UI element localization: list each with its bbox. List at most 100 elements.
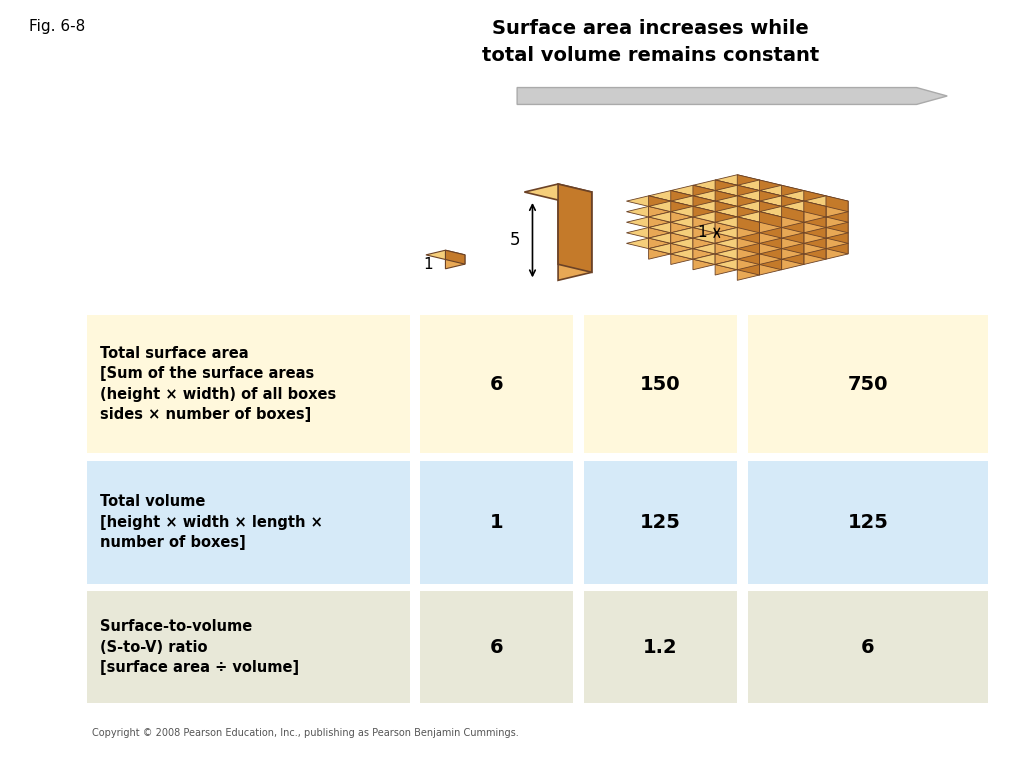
Polygon shape xyxy=(693,254,715,270)
Polygon shape xyxy=(737,238,760,254)
Polygon shape xyxy=(804,233,826,249)
Polygon shape xyxy=(715,207,760,217)
Polygon shape xyxy=(671,196,715,207)
Polygon shape xyxy=(558,184,592,273)
Polygon shape xyxy=(715,190,737,207)
Polygon shape xyxy=(760,201,781,217)
Polygon shape xyxy=(781,212,804,227)
Polygon shape xyxy=(715,201,737,217)
Polygon shape xyxy=(826,217,848,233)
Polygon shape xyxy=(693,222,715,238)
Text: Total volume
[height × width × length ×
number of boxes]: Total volume [height × width × length × … xyxy=(100,495,324,550)
Polygon shape xyxy=(760,238,781,254)
Polygon shape xyxy=(781,227,804,243)
Text: 1: 1 xyxy=(424,257,433,272)
Polygon shape xyxy=(781,217,804,233)
Polygon shape xyxy=(804,190,826,207)
FancyArrow shape xyxy=(517,88,947,104)
Polygon shape xyxy=(693,233,737,243)
Polygon shape xyxy=(693,201,737,212)
Polygon shape xyxy=(648,212,693,222)
Polygon shape xyxy=(737,190,781,201)
Polygon shape xyxy=(671,217,715,227)
Polygon shape xyxy=(737,254,760,270)
Polygon shape xyxy=(737,233,760,249)
Polygon shape xyxy=(781,238,804,254)
Polygon shape xyxy=(781,207,804,222)
Polygon shape xyxy=(558,192,592,280)
Polygon shape xyxy=(648,227,671,243)
Polygon shape xyxy=(804,201,826,217)
Polygon shape xyxy=(715,238,760,249)
Polygon shape xyxy=(715,222,737,238)
Polygon shape xyxy=(781,217,804,233)
Polygon shape xyxy=(671,238,693,254)
Polygon shape xyxy=(737,196,760,212)
Polygon shape xyxy=(693,243,715,260)
Polygon shape xyxy=(826,233,848,249)
Polygon shape xyxy=(760,227,781,243)
Polygon shape xyxy=(715,243,737,260)
Polygon shape xyxy=(627,207,671,217)
Polygon shape xyxy=(693,201,737,212)
Polygon shape xyxy=(781,212,826,222)
Polygon shape xyxy=(760,190,781,207)
Polygon shape xyxy=(627,196,671,207)
Polygon shape xyxy=(781,227,804,243)
Polygon shape xyxy=(715,212,737,227)
Text: 6: 6 xyxy=(489,637,504,657)
Polygon shape xyxy=(781,222,826,233)
Polygon shape xyxy=(826,227,848,243)
Polygon shape xyxy=(737,207,760,222)
Polygon shape xyxy=(693,217,715,233)
Polygon shape xyxy=(693,207,715,222)
Polygon shape xyxy=(671,238,715,249)
Bar xyxy=(87,591,410,703)
Polygon shape xyxy=(715,201,737,217)
Polygon shape xyxy=(693,217,715,233)
Polygon shape xyxy=(737,233,781,243)
Polygon shape xyxy=(760,196,781,212)
Polygon shape xyxy=(804,233,826,249)
Polygon shape xyxy=(648,222,693,233)
Polygon shape xyxy=(715,260,737,275)
Polygon shape xyxy=(804,249,826,264)
Polygon shape xyxy=(781,201,804,217)
Polygon shape xyxy=(781,207,804,222)
Text: 150: 150 xyxy=(640,375,681,393)
Polygon shape xyxy=(804,217,848,227)
Polygon shape xyxy=(737,227,760,243)
Bar xyxy=(87,315,410,453)
Polygon shape xyxy=(804,238,848,249)
Polygon shape xyxy=(671,238,715,249)
Polygon shape xyxy=(737,222,781,233)
Polygon shape xyxy=(760,196,804,207)
Polygon shape xyxy=(671,233,693,249)
Polygon shape xyxy=(715,196,737,212)
Polygon shape xyxy=(715,222,737,238)
Polygon shape xyxy=(693,243,715,260)
Polygon shape xyxy=(804,207,848,217)
Polygon shape xyxy=(737,260,760,275)
Polygon shape xyxy=(693,254,737,264)
Polygon shape xyxy=(715,227,737,243)
Polygon shape xyxy=(671,222,693,238)
Polygon shape xyxy=(715,227,760,238)
Polygon shape xyxy=(737,243,760,260)
Polygon shape xyxy=(693,190,737,201)
Polygon shape xyxy=(760,217,781,233)
Polygon shape xyxy=(737,233,760,249)
Polygon shape xyxy=(781,222,804,238)
Polygon shape xyxy=(693,238,715,254)
Polygon shape xyxy=(737,222,781,233)
Polygon shape xyxy=(715,207,760,217)
Polygon shape xyxy=(760,217,781,233)
Polygon shape xyxy=(781,243,804,260)
Polygon shape xyxy=(737,217,760,233)
Polygon shape xyxy=(671,243,693,260)
Polygon shape xyxy=(737,243,781,254)
Polygon shape xyxy=(524,184,592,200)
Polygon shape xyxy=(715,207,760,217)
Polygon shape xyxy=(737,185,760,201)
Polygon shape xyxy=(804,201,826,217)
